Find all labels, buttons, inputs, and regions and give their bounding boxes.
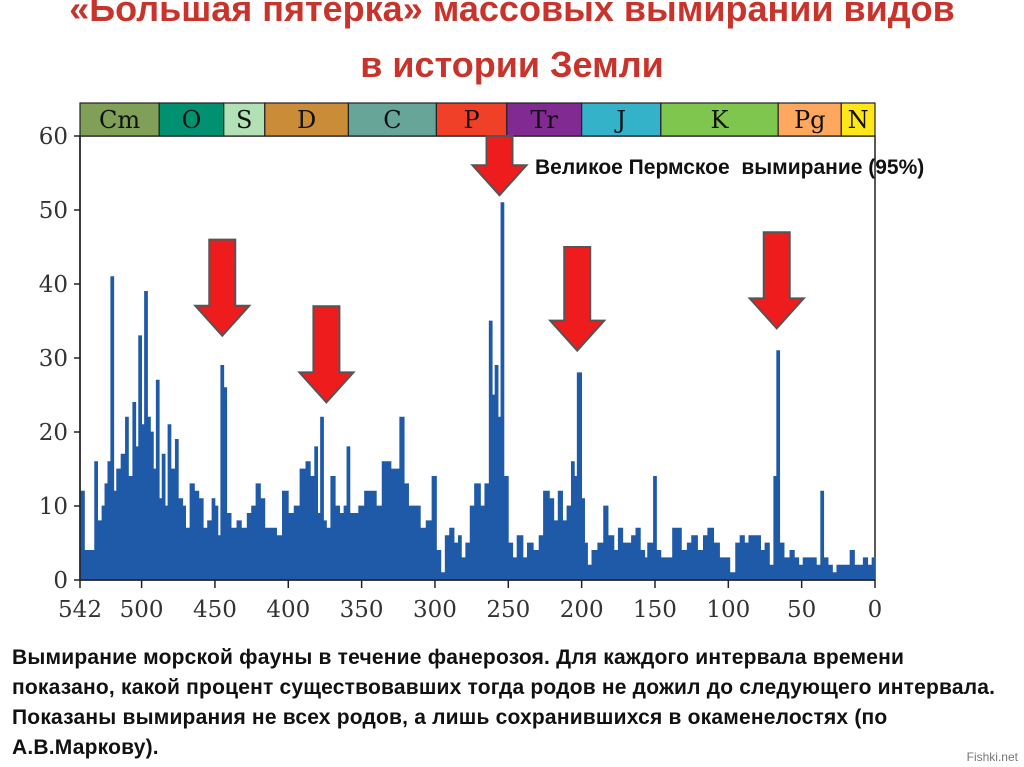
period-label-s: S	[236, 106, 252, 134]
x-tick-label: 300	[413, 597, 457, 623]
extinction-arrow-1	[193, 238, 252, 338]
x-tick-label: 0	[868, 597, 883, 623]
watermark: Fishki.net	[966, 750, 1018, 764]
period-label-tr: Tr	[530, 106, 558, 134]
x-tick-label: 450	[193, 597, 237, 623]
x-tick-label: 100	[706, 597, 750, 623]
period-label-pg: Pg	[794, 106, 826, 134]
y-tick-label: 20	[39, 420, 68, 446]
period-cell-o	[158, 102, 225, 137]
period-label-c: C	[383, 106, 401, 134]
extinction-arrow-3	[470, 135, 529, 197]
period-cell-k	[660, 102, 779, 137]
y-tick-label: 30	[39, 346, 68, 372]
period-label-o: O	[182, 106, 202, 134]
x-tick-label: 50	[787, 597, 816, 623]
y-tick-label: 10	[39, 494, 68, 520]
period-cell-j	[581, 102, 662, 137]
extinction-series-area	[79, 202, 876, 581]
x-tick-label: 500	[120, 597, 164, 623]
period-cell-n	[840, 102, 876, 137]
period-label-cm: Cm	[99, 106, 140, 134]
period-label-d: D	[297, 106, 316, 134]
y-tick-label: 50	[39, 198, 68, 224]
title-line-1: «Большая пятерка» массовых вымираний вид…	[69, 0, 955, 29]
x-tick-label: 150	[633, 597, 677, 623]
period-cell-d	[264, 102, 350, 137]
x-tick-label: 542	[58, 597, 102, 623]
x-tick-label: 200	[560, 597, 604, 623]
y-tick-label: 60	[39, 124, 68, 150]
chart-caption: Вымирание морской фауны в течение фанеро…	[12, 646, 996, 759]
extinction-arrow-4	[547, 246, 607, 353]
y-tick-label: 0	[53, 568, 68, 594]
period-label-j: J	[613, 106, 626, 134]
extinction-arrow-2	[297, 305, 356, 404]
period-label-p: P	[464, 106, 480, 134]
y-tick-label: 40	[39, 272, 68, 298]
period-cell-pg	[777, 102, 842, 137]
period-label-k: K	[711, 106, 730, 134]
period-cell-c	[347, 102, 438, 137]
period-label-n: N	[848, 106, 869, 134]
x-tick-label: 400	[266, 597, 310, 623]
x-tick-label: 350	[340, 597, 384, 623]
permian-extinction-annotation: Великое Пермское вымирание (95%)	[535, 156, 925, 179]
title-line-2: в истории Земли	[360, 44, 664, 85]
x-tick-label: 250	[486, 597, 530, 623]
period-cell-p	[435, 102, 508, 137]
period-cell-tr	[506, 102, 583, 137]
period-cell-s	[223, 102, 266, 137]
extinction-arrow-5	[747, 231, 806, 330]
